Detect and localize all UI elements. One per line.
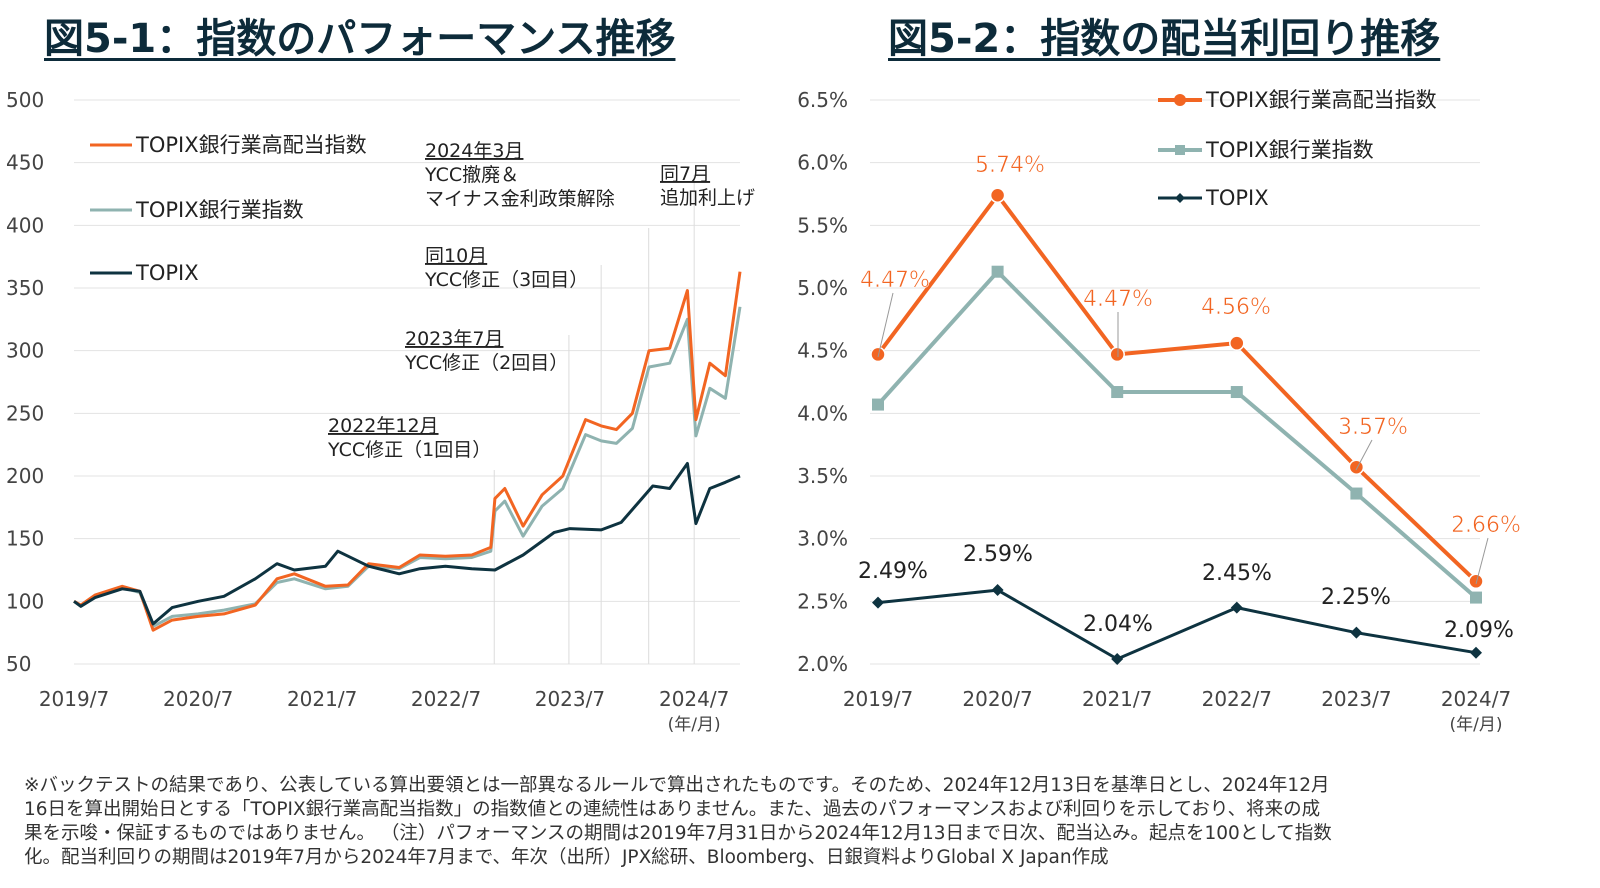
series-line-0	[73, 271, 742, 632]
data-point	[872, 398, 884, 411]
data-label: 4.47%	[860, 268, 930, 293]
data-point	[872, 596, 884, 609]
annotation-text: YCC修正（1回目）	[327, 439, 491, 461]
legend-label: TOPIX銀行業高配当指数	[1205, 88, 1437, 112]
y-tick-label: 300	[6, 339, 44, 363]
y-tick-label: 50	[6, 652, 31, 676]
data-point	[1111, 386, 1124, 399]
series-line-2	[73, 462, 741, 626]
data-point	[989, 187, 1006, 204]
x-tick-label: 2020/7	[163, 687, 233, 711]
data-point	[1470, 591, 1482, 604]
y-tick-label: 3.5%	[797, 464, 848, 488]
y-tick-label: 350	[6, 276, 44, 300]
x-tick-label: 2024/7	[659, 687, 729, 711]
data-label: 4.56%	[1201, 295, 1271, 320]
y-tick-label: 4.5%	[797, 339, 848, 363]
yield-line-0	[876, 193, 1478, 583]
legend-marker	[1175, 193, 1185, 203]
data-point	[1230, 386, 1243, 399]
annotation-date: 同10月	[425, 245, 487, 267]
series-line-1	[73, 306, 742, 628]
legend-label: TOPIX	[1205, 186, 1269, 210]
x-tick-label: 2023/7	[1321, 687, 1391, 711]
charts-canvas: 50 100 150 200 250 300 350 400 450 500 2019/7 2020/…	[6, 88, 1521, 735]
annotation-date: 2024年3月	[425, 140, 523, 162]
y-tick-label: 6.5%	[797, 88, 848, 112]
y-tick-label: 2.5%	[797, 589, 848, 613]
data-label: 2.49%	[858, 559, 928, 584]
data-point	[1229, 335, 1245, 351]
y-tick-label: 5.5%	[797, 213, 848, 237]
y-tick-label: 500	[6, 88, 44, 112]
legend-label: TOPIX銀行業高配当指数	[135, 133, 367, 157]
annotation-text: YCC修正（2回目）	[404, 352, 568, 374]
x-tick-label: 2021/7	[1082, 687, 1152, 711]
annotation-text: マイナス金利政策解除	[425, 188, 615, 210]
data-label: 2.66%	[1451, 513, 1521, 538]
yield-line-1	[876, 269, 1478, 600]
data-point	[1348, 459, 1365, 475]
annotation-text: YCC撤廃＆	[424, 164, 519, 186]
y-tick-label: 2.0%	[797, 652, 848, 676]
y-tick-label: 5.0%	[797, 276, 848, 300]
data-label: 2.45%	[1202, 561, 1272, 586]
x-unit-label: (年/月)	[1450, 715, 1503, 735]
footnote: ※バックテストの結果であり、公表している算出要領とは一部異なるルールで算出された…	[24, 775, 1332, 868]
legend-label: TOPIX	[135, 261, 199, 285]
x-tick-label: 2024/7	[1441, 687, 1511, 711]
annotation-date: 2022年12月	[328, 415, 439, 437]
y-tick-label: 400	[6, 213, 44, 237]
dividend-yield-chart: 2.0% 2.5% 3.0% 3.5% 4.0% 4.5% 5.0% 5.5% 6.0% 6.5%…	[797, 88, 1521, 735]
data-point	[1470, 646, 1482, 659]
data-point	[1468, 573, 1484, 590]
x-tick-label: 2022/7	[1202, 687, 1272, 711]
label-leader	[877, 292, 894, 358]
data-label: 3.57%	[1338, 415, 1408, 440]
annotation-date: 2023年7月	[405, 328, 503, 350]
yield-line-2	[877, 588, 1477, 661]
data-point	[1109, 346, 1125, 363]
annotation-date: 同7月	[660, 163, 710, 185]
x-tick-label: 2023/7	[535, 687, 605, 711]
x-unit-label: (年/月)	[668, 715, 721, 735]
x-tick-label: 2019/7	[843, 687, 913, 711]
data-point	[1111, 652, 1124, 665]
label-leader	[1355, 439, 1373, 471]
legend-label: TOPIX銀行業指数	[1205, 138, 1374, 162]
data-point	[1350, 626, 1363, 639]
data-label: 5.74%	[975, 153, 1045, 178]
data-point	[1230, 601, 1243, 614]
y-tick-label: 150	[6, 527, 44, 551]
data-point	[1350, 487, 1363, 500]
legend-marker	[1175, 145, 1185, 155]
y-tick-label: 3.0%	[797, 527, 848, 551]
y-tick-label: 100	[6, 589, 44, 613]
data-label: 2.09%	[1444, 618, 1514, 643]
legend-label: TOPIX銀行業指数	[135, 198, 304, 222]
y-tick-label: 4.0%	[797, 401, 848, 425]
data-label: 4.47%	[1083, 287, 1153, 312]
annotation-text: YCC修正（3回目）	[424, 269, 588, 291]
x-tick-label: 2022/7	[411, 687, 481, 711]
performance-chart: 50 100 150 200 250 300 350 400 450 500 2019/7 2020/…	[6, 88, 755, 735]
label-leader	[1475, 537, 1489, 585]
y-tick-label: 250	[6, 401, 44, 425]
data-point	[870, 346, 886, 363]
y-tick-label: 6.0%	[797, 151, 848, 175]
data-point	[991, 584, 1004, 597]
x-tick-label: 2021/7	[287, 687, 357, 711]
data-label: 2.59%	[963, 542, 1033, 567]
right-chart-title: 図5-2：指数の配当利回り推移	[888, 16, 1441, 62]
data-point	[991, 265, 1004, 278]
data-label: 2.04%	[1083, 612, 1153, 637]
left-chart-title: 図5-1：指数のパフォーマンス推移	[44, 16, 676, 62]
annotation-text: 追加利上げ	[660, 187, 755, 209]
x-tick-label: 2019/7	[39, 687, 109, 711]
y-tick-label: 200	[6, 464, 44, 488]
legend-marker	[1174, 94, 1186, 106]
x-tick-label: 2020/7	[962, 687, 1032, 711]
data-label: 2.25%	[1321, 585, 1391, 610]
y-tick-label: 450	[6, 151, 44, 175]
